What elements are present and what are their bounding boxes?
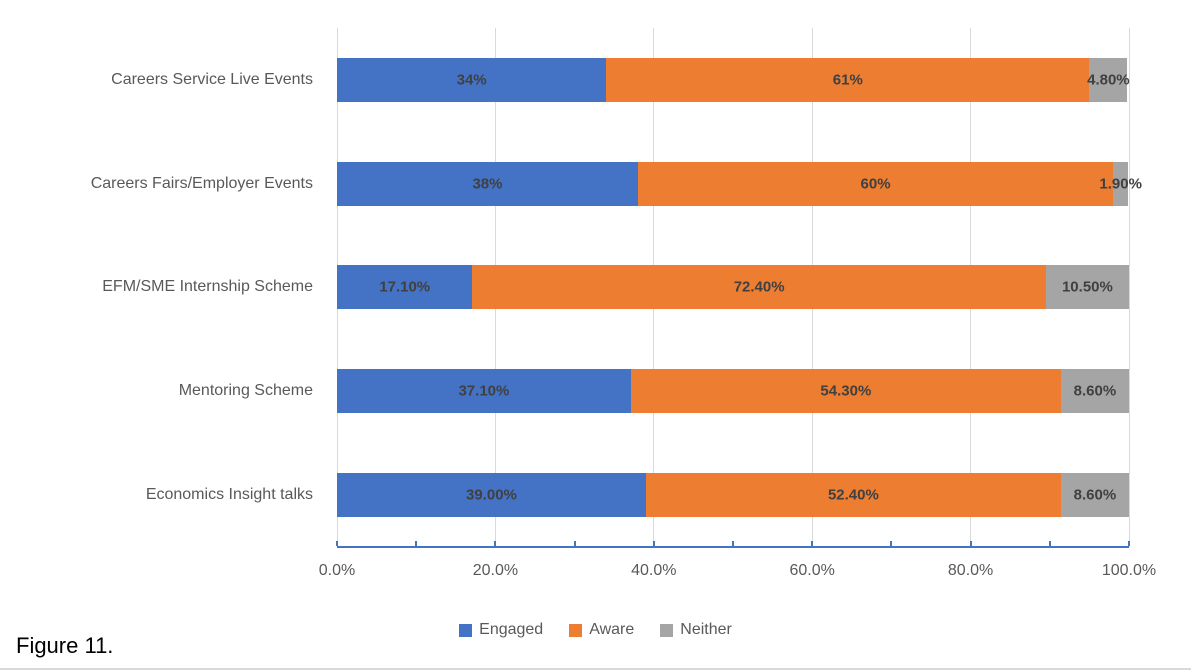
x-axis-tick-label: 60.0% bbox=[789, 562, 835, 579]
bar-segment-aware: 52.40% bbox=[645, 473, 1061, 518]
x-axis-tick bbox=[811, 541, 814, 546]
segment-data-label: 10.50% bbox=[1061, 278, 1113, 296]
x-axis-tick bbox=[732, 541, 734, 546]
segment-data-label: 1.90% bbox=[1099, 175, 1142, 193]
legend-swatch-neither bbox=[660, 623, 674, 637]
legend-item-neither: Neither bbox=[660, 621, 732, 639]
segment-data-label: 72.40% bbox=[733, 278, 785, 296]
segment-data-label: 60% bbox=[860, 175, 891, 193]
category-label: Mentoring Scheme bbox=[178, 382, 313, 400]
legend-swatch-engaged bbox=[459, 623, 473, 637]
segment-data-label: 8.60% bbox=[1073, 486, 1117, 504]
legend-item-engaged: Engaged bbox=[459, 621, 543, 639]
segment-data-label: 38% bbox=[472, 175, 503, 193]
legend-label: Neither bbox=[680, 621, 732, 638]
bar-row: EFM/SME Internship Scheme 17.10% 72.40% 10.… bbox=[0, 236, 1129, 340]
bar-segment-engaged: 38% bbox=[337, 161, 638, 206]
x-axis-tick-label: 20.0% bbox=[472, 562, 519, 579]
x-axis-tick bbox=[1128, 541, 1130, 546]
bar-segment-aware: 54.30% bbox=[630, 369, 1061, 414]
category-label: Economics Insight talks bbox=[145, 486, 313, 504]
segment-data-label: 52.40% bbox=[827, 486, 879, 504]
category-label: Careers Service Live Events bbox=[111, 70, 313, 88]
segment-data-label: 39.00% bbox=[466, 486, 517, 504]
legend-label: Engaged bbox=[479, 621, 544, 638]
x-axis-tick bbox=[336, 541, 338, 546]
bar-rows: Careers Service Live Events 34% 61% 4.80% Ca… bbox=[0, 28, 1142, 547]
category-label: Careers Fairs/Employer Events bbox=[90, 174, 313, 192]
bar-segment-neither: 10.50% bbox=[1045, 265, 1129, 310]
bar-segment-engaged: 34% bbox=[337, 57, 607, 102]
bar-segment-neither: 8.60% bbox=[1060, 369, 1129, 414]
bar-segment-aware: 72.40% bbox=[472, 265, 1046, 310]
stacked-bar: 37.10% 54.30% 8.60% bbox=[337, 369, 1129, 414]
legend: Engaged Aware Neither bbox=[0, 621, 1191, 639]
x-axis-tick-label: 40.0% bbox=[631, 562, 677, 579]
bar-segment-aware: 60% bbox=[637, 161, 1114, 206]
bar-segment-neither: 8.60% bbox=[1060, 473, 1129, 518]
bottom-divider bbox=[0, 668, 1191, 670]
bar-row: Economics Insight talks 39.00% 52.40% 8.60% bbox=[0, 443, 1129, 547]
stacked-bar: 38% 60% 1.90% bbox=[337, 161, 1142, 206]
bar-segment-engaged: 39.00% bbox=[337, 473, 646, 518]
legend-item-aware: Aware bbox=[569, 621, 634, 639]
segment-data-label: 37.10% bbox=[458, 382, 510, 400]
x-axis-tick-label: 80.0% bbox=[947, 562, 994, 579]
x-axis-tick bbox=[1048, 541, 1051, 546]
x-axis-tick bbox=[573, 541, 576, 546]
segment-data-label: 54.30% bbox=[820, 382, 872, 400]
stacked-bar: 17.10% 72.40% 10.50% bbox=[337, 265, 1129, 310]
bar-row: Careers Service Live Events 34% 61% 4.80% bbox=[0, 28, 1130, 132]
category-label: EFM/SME Internship Scheme bbox=[102, 278, 313, 296]
bar-segment-neither: 4.80% bbox=[1087, 57, 1130, 102]
segment-data-label: 8.60% bbox=[1073, 382, 1117, 400]
segment-data-label: 34% bbox=[456, 71, 487, 89]
gridline bbox=[1128, 28, 1130, 547]
x-axis-tick-label: 0.0% bbox=[318, 562, 356, 579]
legend-label: Aware bbox=[589, 621, 635, 638]
x-axis-tick-label: 100.0% bbox=[1101, 562, 1157, 579]
bar-segment-aware: 61% bbox=[606, 57, 1090, 102]
bar-row: Careers Fairs/Employer Events 38% 60% 1.90% bbox=[0, 132, 1142, 236]
x-axis-tick bbox=[890, 541, 893, 546]
bar-segment-engaged: 17.10% bbox=[337, 265, 473, 310]
segment-data-label: 17.10% bbox=[379, 278, 431, 296]
legend-swatch-aware bbox=[569, 623, 583, 637]
stacked-bar: 34% 61% 4.80% bbox=[337, 57, 1130, 102]
bar-row: Mentoring Scheme 37.10% 54.30% 8.60% bbox=[0, 339, 1129, 443]
bar-segment-engaged: 37.10% bbox=[337, 369, 631, 414]
segment-data-label: 4.80% bbox=[1087, 71, 1130, 89]
x-axis-tick bbox=[969, 541, 972, 546]
x-axis-tick bbox=[494, 541, 497, 546]
x-axis-tick bbox=[415, 541, 418, 546]
bar-segment-neither: 1.90% bbox=[1099, 161, 1142, 206]
x-axis-tick bbox=[652, 541, 655, 546]
x-axis-line bbox=[336, 541, 1130, 548]
stacked-bar: 39.00% 52.40% 8.60% bbox=[337, 473, 1129, 518]
figure-caption: Figure 11. bbox=[16, 633, 114, 658]
segment-data-label: 61% bbox=[832, 71, 863, 89]
